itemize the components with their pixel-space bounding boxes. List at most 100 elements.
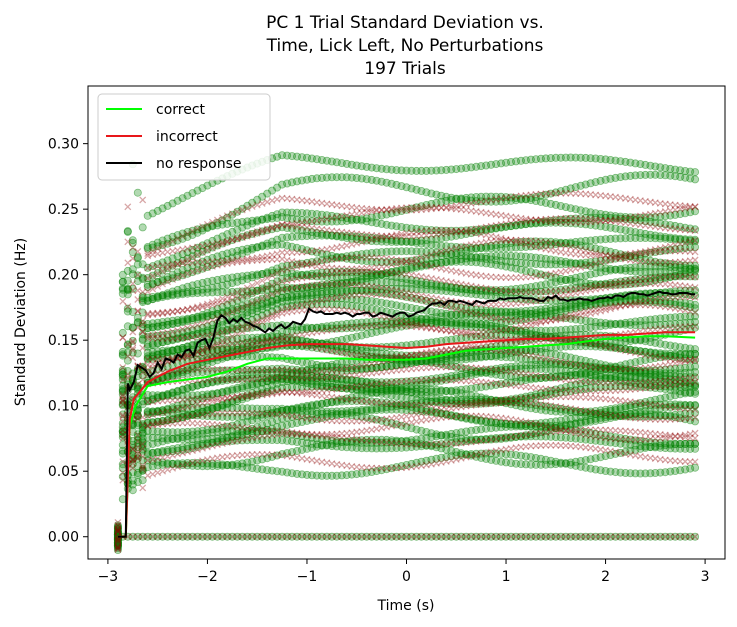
correct-trial-point xyxy=(352,436,361,445)
correct-trial-point xyxy=(307,532,316,541)
correct-trial-point xyxy=(163,459,172,468)
correct-trial-point xyxy=(526,453,535,462)
correct-trial-point xyxy=(367,438,376,447)
correct-trial-point xyxy=(656,532,665,541)
correct-trial-point xyxy=(432,454,441,463)
correct-trial-point xyxy=(263,466,272,475)
correct-trial-point xyxy=(312,434,321,443)
correct-trial-point xyxy=(268,427,277,436)
correct-trial-point xyxy=(586,455,595,464)
correct-trial-point xyxy=(611,468,620,477)
correct-trial-point xyxy=(307,439,316,448)
correct-trial-point xyxy=(556,459,565,468)
correct-trial-point xyxy=(337,437,346,446)
correct-trial-point xyxy=(238,459,247,468)
correct-trial-point xyxy=(477,435,486,444)
correct-trial-point xyxy=(138,466,147,475)
correct-trial-point xyxy=(427,442,436,451)
correct-trial-point xyxy=(377,444,386,453)
correct-trial-point xyxy=(168,435,177,444)
correct-trial-point xyxy=(691,300,700,309)
correct-trial-point xyxy=(243,436,252,445)
correct-trial-point xyxy=(666,467,675,476)
correct-trial-point xyxy=(143,456,152,465)
correct-trial-point xyxy=(691,463,700,472)
correct-trial-point xyxy=(651,532,660,541)
correct-trial-point xyxy=(173,433,182,442)
correct-trial-point xyxy=(631,469,640,478)
correct-trial-point xyxy=(283,532,292,541)
correct-trial-point xyxy=(571,457,580,466)
correct-trial-point xyxy=(621,440,630,449)
correct-trial-point xyxy=(317,441,326,450)
correct-trial-point xyxy=(283,429,292,438)
correct-trial-point xyxy=(382,465,391,474)
correct-trial-point xyxy=(362,435,371,444)
correct-trial-point xyxy=(512,451,521,460)
correct-trial-point xyxy=(153,461,162,470)
correct-trial-point xyxy=(501,422,510,431)
correct-trial-point xyxy=(397,437,406,446)
correct-trial-point xyxy=(681,532,690,541)
correct-trial-point xyxy=(636,532,645,541)
correct-trial-point xyxy=(138,223,147,232)
correct-trial-point xyxy=(173,460,182,469)
correct-trial-point xyxy=(337,442,346,451)
correct-trial-point xyxy=(357,532,366,541)
correct-trial-point xyxy=(447,446,456,455)
correct-trial-point xyxy=(472,425,481,434)
correct-trial-point xyxy=(666,440,675,449)
correct-trial-point xyxy=(188,458,197,467)
correct-trial-point xyxy=(367,444,376,453)
correct-trial-point xyxy=(661,532,670,541)
correct-trial-point xyxy=(541,432,550,441)
correct-trial-point xyxy=(626,440,635,449)
correct-trial-point xyxy=(302,439,311,448)
correct-trial-point xyxy=(457,437,466,446)
correct-trial-point xyxy=(417,434,426,443)
correct-trial-point xyxy=(546,460,555,469)
correct-trial-point xyxy=(178,443,187,452)
correct-trial-point xyxy=(442,532,451,541)
correct-trial-point xyxy=(307,433,316,442)
correct-trial-point xyxy=(203,439,212,448)
correct-trial-point xyxy=(576,462,585,471)
correct-trial-point xyxy=(566,460,575,469)
correct-trial-point xyxy=(536,454,545,463)
correct-trial-point xyxy=(233,462,242,471)
correct-trial-point xyxy=(347,443,356,452)
correct-trial-point xyxy=(427,532,436,541)
correct-trial-point xyxy=(322,471,331,480)
correct-trial-point xyxy=(432,432,441,441)
correct-trial-point xyxy=(571,434,580,443)
correct-trial-point xyxy=(153,438,162,447)
correct-trial-point xyxy=(113,522,122,531)
correct-trial-point xyxy=(178,532,187,541)
correct-trial-point xyxy=(417,440,426,449)
correct-trial-point xyxy=(223,461,232,470)
correct-trial-point xyxy=(243,458,252,467)
correct-trial-point xyxy=(472,435,481,444)
correct-trial-point xyxy=(546,456,555,465)
correct-trial-point xyxy=(278,428,287,437)
correct-trial-point xyxy=(521,452,530,461)
correct-trial-point xyxy=(273,436,282,445)
correct-trial-point xyxy=(551,460,560,469)
correct-trial-point xyxy=(168,532,177,541)
correct-trial-point xyxy=(377,466,386,475)
correct-trial-point xyxy=(432,532,441,541)
correct-trial-point xyxy=(501,450,510,459)
correct-trial-point xyxy=(606,467,615,476)
correct-trial-point xyxy=(501,458,510,467)
correct-trial-point xyxy=(412,435,421,444)
correct-trial-point xyxy=(571,532,580,541)
correct-trial-point xyxy=(168,444,177,453)
correct-trial-point xyxy=(287,430,296,439)
correct-trial-point xyxy=(576,532,585,541)
correct-trial-point xyxy=(128,468,137,477)
correct-trial-point xyxy=(268,435,277,444)
correct-trial-point xyxy=(302,432,311,441)
correct-trial-point xyxy=(163,532,172,541)
correct-trial-point xyxy=(457,532,466,541)
correct-trial-point xyxy=(317,471,326,480)
